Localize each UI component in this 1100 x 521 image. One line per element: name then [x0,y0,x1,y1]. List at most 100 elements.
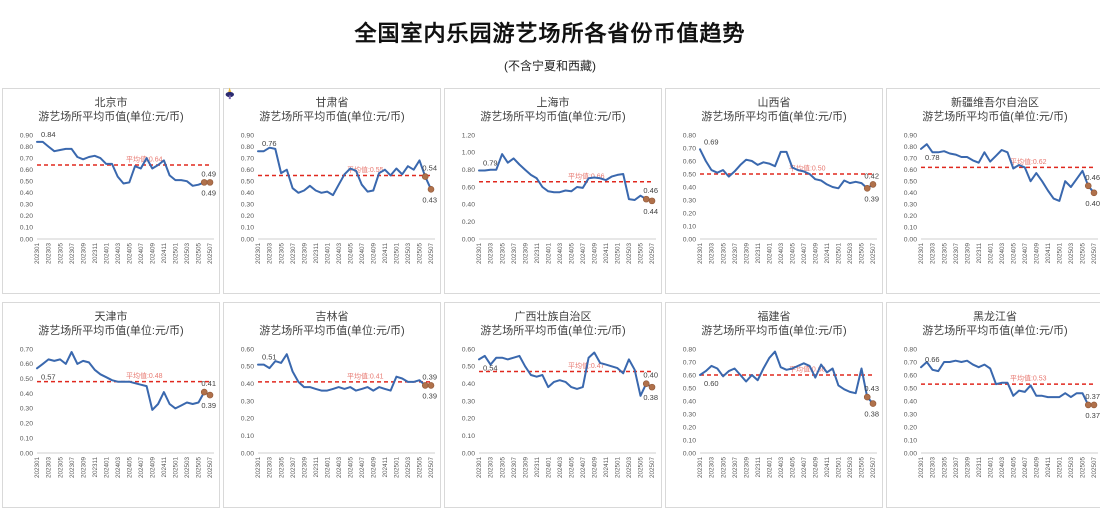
svg-text:0.40: 0.40 [683,184,696,191]
svg-text:0.20: 0.20 [904,213,917,220]
svg-text:202307: 202307 [732,456,739,478]
svg-text:202309: 202309 [964,456,971,478]
svg-text:202309: 202309 [301,456,308,478]
svg-text:1.00: 1.00 [462,149,475,156]
svg-text:0.20: 0.20 [904,424,917,431]
svg-text:0.40: 0.40 [683,398,696,405]
svg-text:202311: 202311 [755,456,762,477]
svg-text:202305: 202305 [720,242,727,264]
svg-text:202409: 202409 [592,242,599,264]
chart-subtitle: 游艺场所平均币值(单位:元/币) [259,111,405,124]
svg-text:0.60: 0.60 [462,346,475,353]
svg-text:0.40: 0.40 [241,190,254,197]
chart-title: 天津市 [94,311,128,323]
svg-text:202301: 202301 [918,456,925,478]
svg-text:202507: 202507 [207,242,214,264]
svg-text:202409: 202409 [1034,456,1041,478]
svg-text:0.20: 0.20 [241,213,254,220]
chart-panel-xinjiang: 新疆维吾尔自治区 游艺场所平均币值(单位:元/币) 0.00 0.10 0.20 0.… [886,88,1100,294]
svg-text:0.00: 0.00 [904,236,917,243]
svg-text:0.20: 0.20 [462,415,475,422]
svg-text:0.38: 0.38 [643,393,658,402]
chart-panel-tianjin: 天津市 游艺场所平均币值(单位:元/币) 0.00 0.10 0.20 0.30 0.4… [2,302,220,508]
svg-text:0.20: 0.20 [683,424,696,431]
svg-text:平均值:0.50: 平均值:0.50 [789,163,826,172]
svg-text:0.20: 0.20 [20,213,33,220]
svg-text:202301: 202301 [34,456,41,478]
chart-panel-gansu: 甘肃省 游艺场所平均币值(单位:元/币) 0.00 0.10 0.20 0.30 0.4… [223,87,441,294]
svg-text:202503: 202503 [405,242,412,264]
svg-text:202405: 202405 [568,456,575,478]
svg-text:202405: 202405 [789,242,796,264]
svg-text:0.42: 0.42 [864,171,879,180]
svg-text:202411: 202411 [603,242,610,263]
chart-title: 山西省 [757,97,791,109]
svg-text:202411: 202411 [161,242,168,263]
svg-text:202307: 202307 [69,242,76,264]
svg-text:202505: 202505 [417,242,424,264]
svg-text:202409: 202409 [150,242,157,264]
svg-text:202407: 202407 [801,242,808,264]
svg-text:0.80: 0.80 [683,346,696,353]
svg-text:202407: 202407 [138,242,145,264]
line-chart-guangxi: 0.00 0.10 0.20 0.30 0.40 0.50 0.60 202301 202303… [462,346,658,478]
svg-text:202507: 202507 [649,242,656,264]
svg-text:202405: 202405 [1010,242,1017,264]
svg-text:202307: 202307 [69,456,76,478]
svg-text:0.51: 0.51 [262,352,277,361]
svg-text:202507: 202507 [207,456,214,478]
svg-text:202303: 202303 [488,456,495,478]
svg-text:0.50: 0.50 [241,363,254,370]
svg-text:0.80: 0.80 [462,167,475,174]
svg-text:0.46: 0.46 [1085,172,1100,181]
svg-text:202401: 202401 [766,242,773,264]
svg-text:202411: 202411 [382,242,389,263]
chart-subtitle: 游艺场所平均币值(单位:元/币) [38,111,184,124]
svg-text:202303: 202303 [709,242,716,264]
svg-text:202403: 202403 [557,456,564,478]
svg-text:202503: 202503 [184,242,191,264]
svg-text:0.10: 0.10 [20,435,33,442]
svg-text:202505: 202505 [196,242,203,264]
svg-text:202505: 202505 [1080,456,1087,478]
svg-text:202301: 202301 [918,242,925,264]
svg-text:202501: 202501 [615,242,622,264]
chart-subtitle: 游艺场所平均币值(单位:元/币) [922,325,1068,338]
svg-text:202401: 202401 [324,242,331,264]
svg-text:0.50: 0.50 [683,171,696,178]
svg-text:202501: 202501 [1057,242,1064,264]
svg-text:0.10: 0.10 [683,437,696,444]
svg-text:202501: 202501 [173,456,180,478]
svg-text:0.00: 0.00 [904,450,917,457]
chart-title: 上海市 [536,97,570,109]
svg-text:202411: 202411 [603,456,610,477]
svg-text:202403: 202403 [778,456,785,478]
svg-text:0.54: 0.54 [483,363,498,372]
svg-text:202311: 202311 [534,456,541,477]
svg-text:0.20: 0.20 [462,219,475,226]
chart-subtitle: 游艺场所平均币值(单位:元/币) [701,111,847,124]
svg-text:202301: 202301 [476,456,483,478]
svg-text:202403: 202403 [336,242,343,264]
chart-subtitle: 游艺场所平均币值(单位:元/币) [38,325,184,338]
svg-text:平均值:0.66: 平均值:0.66 [568,171,605,180]
svg-text:202301: 202301 [697,242,704,264]
svg-text:0.00: 0.00 [683,236,696,243]
svg-text:0.60: 0.60 [20,361,33,368]
chart-title: 广西壮族自治区 [514,311,592,323]
svg-text:202301: 202301 [697,456,704,478]
svg-text:202301: 202301 [476,242,483,264]
svg-text:202507: 202507 [428,242,435,264]
line-chart-fujian: 0.00 0.10 0.20 0.30 0.40 0.50 0.60 0.70 0.80 2023… [683,346,879,478]
svg-text:202311: 202311 [92,456,99,477]
svg-text:0.38: 0.38 [864,409,879,418]
svg-text:202401: 202401 [545,456,552,478]
svg-text:202401: 202401 [103,242,110,264]
svg-text:202505: 202505 [859,456,866,478]
svg-text:202303: 202303 [930,456,937,478]
svg-text:202507: 202507 [1091,242,1098,264]
svg-text:0.20: 0.20 [20,420,33,427]
svg-text:0.20: 0.20 [683,210,696,217]
svg-text:202405: 202405 [789,456,796,478]
svg-text:平均值:0.60: 平均值:0.60 [789,364,826,373]
